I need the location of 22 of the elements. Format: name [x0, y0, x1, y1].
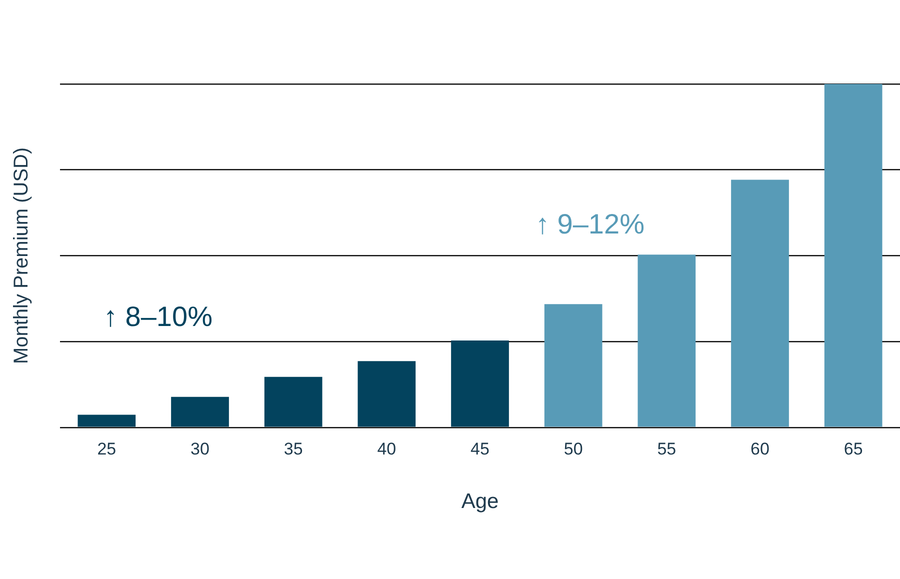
annotation: ↑ 8–10%: [104, 301, 212, 332]
bar: [824, 84, 882, 427]
bar: [544, 304, 602, 427]
bar: [78, 414, 136, 427]
annotation: ↑ 9–12%: [536, 208, 644, 240]
x-tick-label: 40: [377, 439, 396, 458]
bar: [731, 180, 789, 427]
x-tick-label: 45: [470, 439, 490, 458]
x-tick-label: 25: [97, 439, 116, 458]
x-tick-label: 35: [284, 439, 303, 458]
x-axis-title: Age: [461, 490, 499, 514]
bar: [358, 361, 416, 427]
x-tick-label: 60: [750, 439, 770, 458]
x-tick-label: 55: [657, 439, 676, 458]
y-axis-title: Monthly Premium (USD): [10, 147, 33, 364]
bar: [638, 254, 696, 427]
bar: [171, 396, 229, 427]
bar: [264, 376, 322, 427]
x-tick-label: 50: [564, 439, 583, 458]
x-tick-label: 30: [190, 439, 210, 458]
x-tick-label: 65: [844, 439, 863, 458]
bar: [451, 340, 509, 427]
